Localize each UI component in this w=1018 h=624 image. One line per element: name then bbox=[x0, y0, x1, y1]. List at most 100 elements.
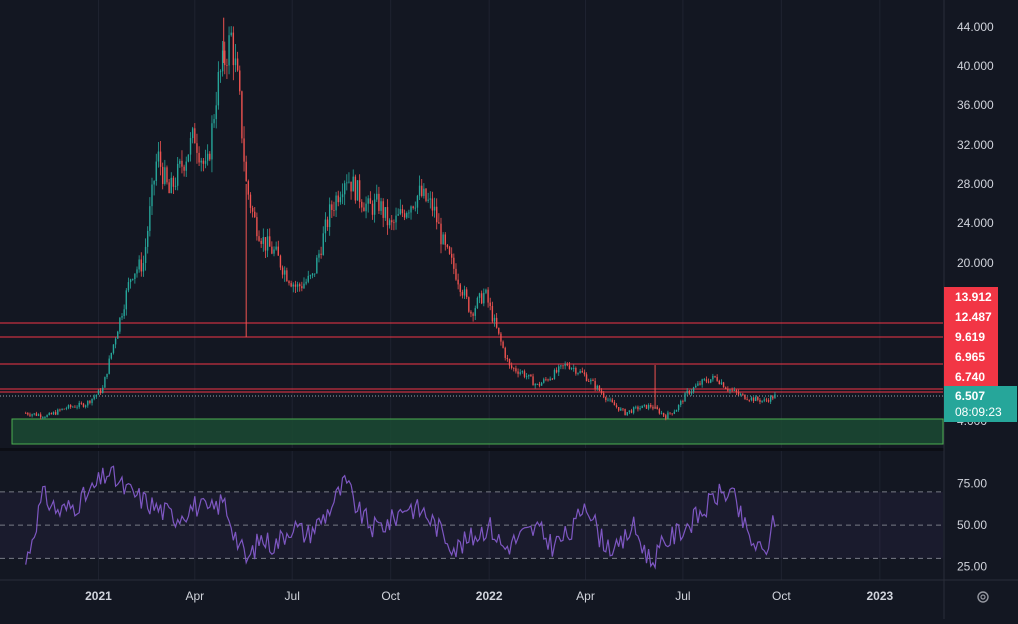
candle-body-48 bbox=[127, 282, 130, 291]
candle-body-27 bbox=[82, 403, 85, 407]
candle-body-93 bbox=[224, 50, 226, 66]
candle-body-29 bbox=[87, 400, 89, 406]
x-tick-label-5: Apr bbox=[576, 589, 595, 603]
candle-body-177 bbox=[403, 213, 406, 218]
y-tick-label-1: 40.000 bbox=[957, 59, 994, 73]
candle-80 bbox=[196, 133, 198, 164]
candle-body-40 bbox=[110, 352, 113, 359]
candle-117 bbox=[275, 241, 277, 251]
candle-133 bbox=[309, 274, 312, 280]
candle-60 bbox=[153, 180, 155, 196]
candle-body-169 bbox=[386, 207, 389, 226]
candle-body-338 bbox=[748, 399, 750, 401]
candle-body-161 bbox=[369, 198, 372, 204]
candle-body-212 bbox=[478, 293, 481, 298]
candle-body-178 bbox=[406, 213, 408, 218]
candle-279 bbox=[622, 408, 624, 412]
candle-body-235 bbox=[528, 374, 530, 377]
candle-339 bbox=[750, 396, 753, 402]
candle-body-96 bbox=[230, 32, 232, 36]
candle-262 bbox=[585, 372, 588, 382]
candle-176 bbox=[401, 204, 404, 217]
horizontal-levels[interactable] bbox=[0, 322, 943, 397]
candle-307 bbox=[682, 399, 684, 404]
candle-body-99 bbox=[236, 58, 239, 71]
candle-114 bbox=[269, 228, 271, 247]
candle-body-300 bbox=[667, 412, 669, 419]
candle-body-216 bbox=[487, 289, 489, 303]
candle-body-174 bbox=[397, 214, 399, 216]
candle-body-32 bbox=[93, 396, 95, 399]
candle-108 bbox=[256, 212, 258, 241]
gear-icon[interactable] bbox=[977, 591, 989, 603]
candle-76 bbox=[187, 154, 190, 163]
candle-body-308 bbox=[684, 393, 686, 402]
candle-329 bbox=[729, 389, 731, 394]
candle-324 bbox=[718, 379, 720, 385]
candle-340 bbox=[752, 397, 755, 404]
candle-body-342 bbox=[757, 397, 759, 400]
candle-body-113 bbox=[266, 236, 269, 251]
candle-body-63 bbox=[159, 151, 162, 167]
candle-body-317 bbox=[703, 379, 706, 381]
candle-body-68 bbox=[170, 177, 172, 194]
candle-body-192 bbox=[436, 206, 438, 223]
candle-body-18 bbox=[63, 408, 65, 410]
candle-326 bbox=[722, 381, 725, 388]
candle-102 bbox=[243, 126, 245, 172]
candle-343 bbox=[759, 398, 761, 405]
candle-78 bbox=[191, 126, 194, 144]
candle-body-17 bbox=[61, 408, 63, 410]
candle-138 bbox=[320, 246, 322, 259]
candle-104 bbox=[247, 179, 250, 200]
support-zone-rect bbox=[11, 418, 944, 445]
candle-body-197 bbox=[446, 244, 449, 247]
candle-body-323 bbox=[716, 377, 718, 381]
candle-91 bbox=[219, 69, 222, 83]
candle-28 bbox=[84, 404, 87, 409]
candle-202 bbox=[457, 273, 459, 290]
candle-336 bbox=[744, 394, 746, 400]
candle-body-341 bbox=[754, 397, 757, 402]
candle-3 bbox=[31, 413, 33, 418]
candle-body-311 bbox=[690, 391, 693, 394]
candle-94 bbox=[226, 58, 228, 79]
candle-body-286 bbox=[637, 406, 639, 410]
x-tick-label-8: 2023 bbox=[866, 589, 893, 603]
candle-body-53 bbox=[138, 259, 140, 270]
support-zone[interactable] bbox=[11, 418, 944, 445]
candle-305 bbox=[677, 404, 680, 412]
candle-body-118 bbox=[277, 246, 279, 256]
candle-body-337 bbox=[746, 399, 748, 401]
candle-9 bbox=[44, 416, 46, 419]
candle-177 bbox=[403, 209, 406, 221]
candle-184 bbox=[418, 175, 421, 201]
candle-227 bbox=[510, 362, 513, 370]
candle-body-37 bbox=[104, 377, 106, 388]
candle-211 bbox=[476, 296, 479, 310]
candle-144 bbox=[333, 201, 335, 217]
candle-body-292 bbox=[650, 404, 652, 407]
level-tag-bg-1 bbox=[944, 307, 998, 327]
candle-body-139 bbox=[322, 233, 324, 255]
candle-body-258 bbox=[577, 372, 579, 374]
candle-body-296 bbox=[658, 409, 661, 414]
candle-149 bbox=[343, 180, 346, 206]
candle-201 bbox=[455, 263, 457, 281]
candle-body-132 bbox=[307, 275, 309, 282]
candle-body-102 bbox=[243, 138, 245, 162]
candle-body-43 bbox=[117, 331, 119, 339]
candle-body-255 bbox=[570, 368, 573, 369]
candle-236 bbox=[530, 374, 532, 377]
candle-body-266 bbox=[594, 380, 596, 389]
candle-208 bbox=[470, 310, 472, 318]
candle-246 bbox=[551, 377, 554, 381]
candle-273 bbox=[609, 397, 611, 402]
candle-body-189 bbox=[429, 198, 431, 200]
candle-body-240 bbox=[538, 383, 541, 386]
candle-221 bbox=[498, 327, 500, 336]
candle-body-141 bbox=[326, 219, 329, 228]
candle-body-8 bbox=[42, 417, 44, 418]
